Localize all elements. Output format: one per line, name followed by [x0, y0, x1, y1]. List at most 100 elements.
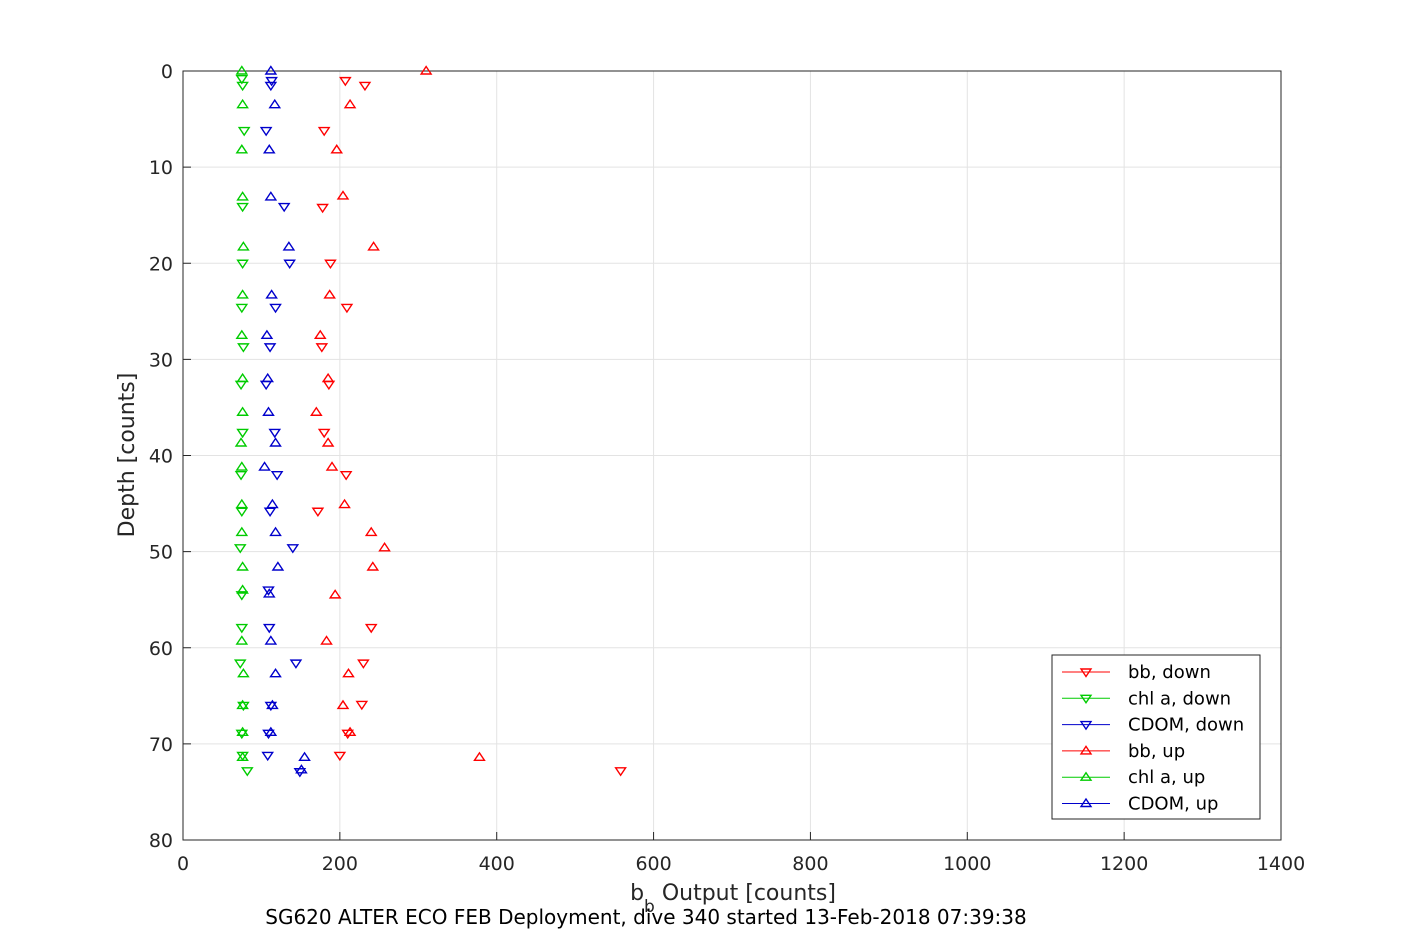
data-point — [262, 144, 276, 154]
y-tick-label: 80 — [149, 830, 173, 852]
data-point — [366, 561, 380, 571]
data-point — [235, 498, 249, 509]
data-point — [286, 544, 300, 554]
data-point — [340, 303, 354, 314]
data-point — [261, 372, 275, 383]
data-point — [236, 726, 249, 737]
data-point — [289, 659, 303, 669]
y-tick-label: 0 — [161, 61, 173, 83]
legend-marker — [1079, 771, 1093, 781]
data-point — [355, 700, 369, 711]
data-point — [235, 303, 249, 314]
data-point — [317, 126, 331, 137]
data-point — [343, 98, 357, 109]
y-axis-label: Depth [counts] — [115, 373, 140, 538]
legend-marker — [1079, 797, 1093, 808]
data-point — [338, 498, 351, 509]
data-point — [364, 526, 378, 537]
data-point — [268, 428, 282, 439]
data-point — [324, 259, 337, 270]
legend-label: chl a, up — [1128, 767, 1205, 788]
legend-marker — [1079, 745, 1093, 755]
data-point — [262, 623, 276, 634]
y-tick-label: 60 — [149, 638, 173, 660]
legend: bb, down chl a, down CDOM, down bb, up chl a… — [1051, 654, 1261, 820]
legend-entry: CDOM, down — [1062, 715, 1244, 736]
y-tick-label: 10 — [149, 157, 173, 179]
data-point — [269, 303, 282, 314]
data-point — [236, 751, 249, 762]
legend-label: chl a, down — [1128, 688, 1231, 709]
data-point — [358, 81, 372, 92]
data-point — [333, 751, 347, 762]
data-point — [614, 767, 627, 777]
legend-entry: bb, down — [1062, 662, 1211, 683]
data-point — [473, 751, 486, 762]
data-point — [266, 498, 279, 509]
x-tick-label: 1200 — [1100, 853, 1148, 875]
legend-label: bb, down — [1128, 662, 1211, 683]
legend-entry: CDOM, up — [1062, 794, 1218, 815]
series-chl-a-up — [234, 65, 250, 762]
data-point — [321, 372, 335, 383]
axis-ticks: 0 200 400 600 800 1000 1200 1400 0 10 20 30 40 50 60 70… — [149, 61, 1305, 875]
data-point — [378, 542, 391, 552]
data-point — [236, 81, 249, 92]
data-point — [269, 437, 282, 447]
series-chl-a-down — [233, 74, 254, 777]
data-point — [262, 588, 276, 598]
series-cdom-up — [258, 65, 311, 774]
legend-marker — [1079, 668, 1093, 678]
data-point — [264, 191, 278, 201]
data-point — [310, 406, 323, 416]
data-point — [282, 241, 296, 251]
legend-label: CDOM, up — [1128, 794, 1218, 815]
data-point — [236, 289, 249, 299]
data-point — [235, 507, 249, 518]
data-point — [315, 343, 329, 353]
data-point — [235, 329, 249, 340]
x-tick-label: 200 — [322, 853, 358, 875]
data-point — [277, 202, 291, 213]
data-point — [235, 591, 249, 601]
data-point — [235, 729, 249, 740]
data-point — [364, 623, 378, 634]
series-bb-up — [310, 65, 486, 762]
legend-marker — [1079, 720, 1093, 731]
data-point — [241, 767, 254, 777]
data-point — [316, 203, 329, 214]
legend-entry: chl a, up — [1062, 767, 1205, 788]
x-axis-label-subscript: b — [644, 897, 655, 917]
data-point — [235, 74, 249, 85]
data-point — [234, 471, 248, 481]
data-point — [320, 635, 333, 645]
data-point — [237, 126, 251, 137]
data-point — [336, 699, 350, 710]
data-point — [330, 144, 344, 154]
data-point — [323, 289, 336, 299]
legend-entry: chl a, down — [1062, 688, 1231, 709]
x-tick-label: 800 — [792, 853, 828, 875]
data-point — [236, 372, 249, 383]
data-point — [367, 241, 380, 251]
data-point — [236, 561, 249, 571]
x-axis-label: bb Output [counts] — [630, 881, 836, 917]
y-tick-label: 30 — [149, 349, 173, 371]
data-point — [339, 471, 353, 481]
legend-box — [1051, 654, 1261, 820]
y-tick-label: 70 — [149, 734, 173, 756]
data-point — [270, 471, 284, 481]
data-point — [298, 751, 311, 762]
data-point — [325, 461, 339, 471]
data-point — [264, 81, 278, 92]
data-point — [263, 507, 277, 518]
data-point — [236, 584, 249, 594]
x-tick-label: 400 — [479, 853, 515, 875]
data-point — [265, 76, 278, 87]
y-tick-label: 40 — [149, 446, 173, 468]
data-point — [236, 202, 249, 213]
data-point — [357, 659, 370, 669]
data-point — [313, 329, 327, 340]
